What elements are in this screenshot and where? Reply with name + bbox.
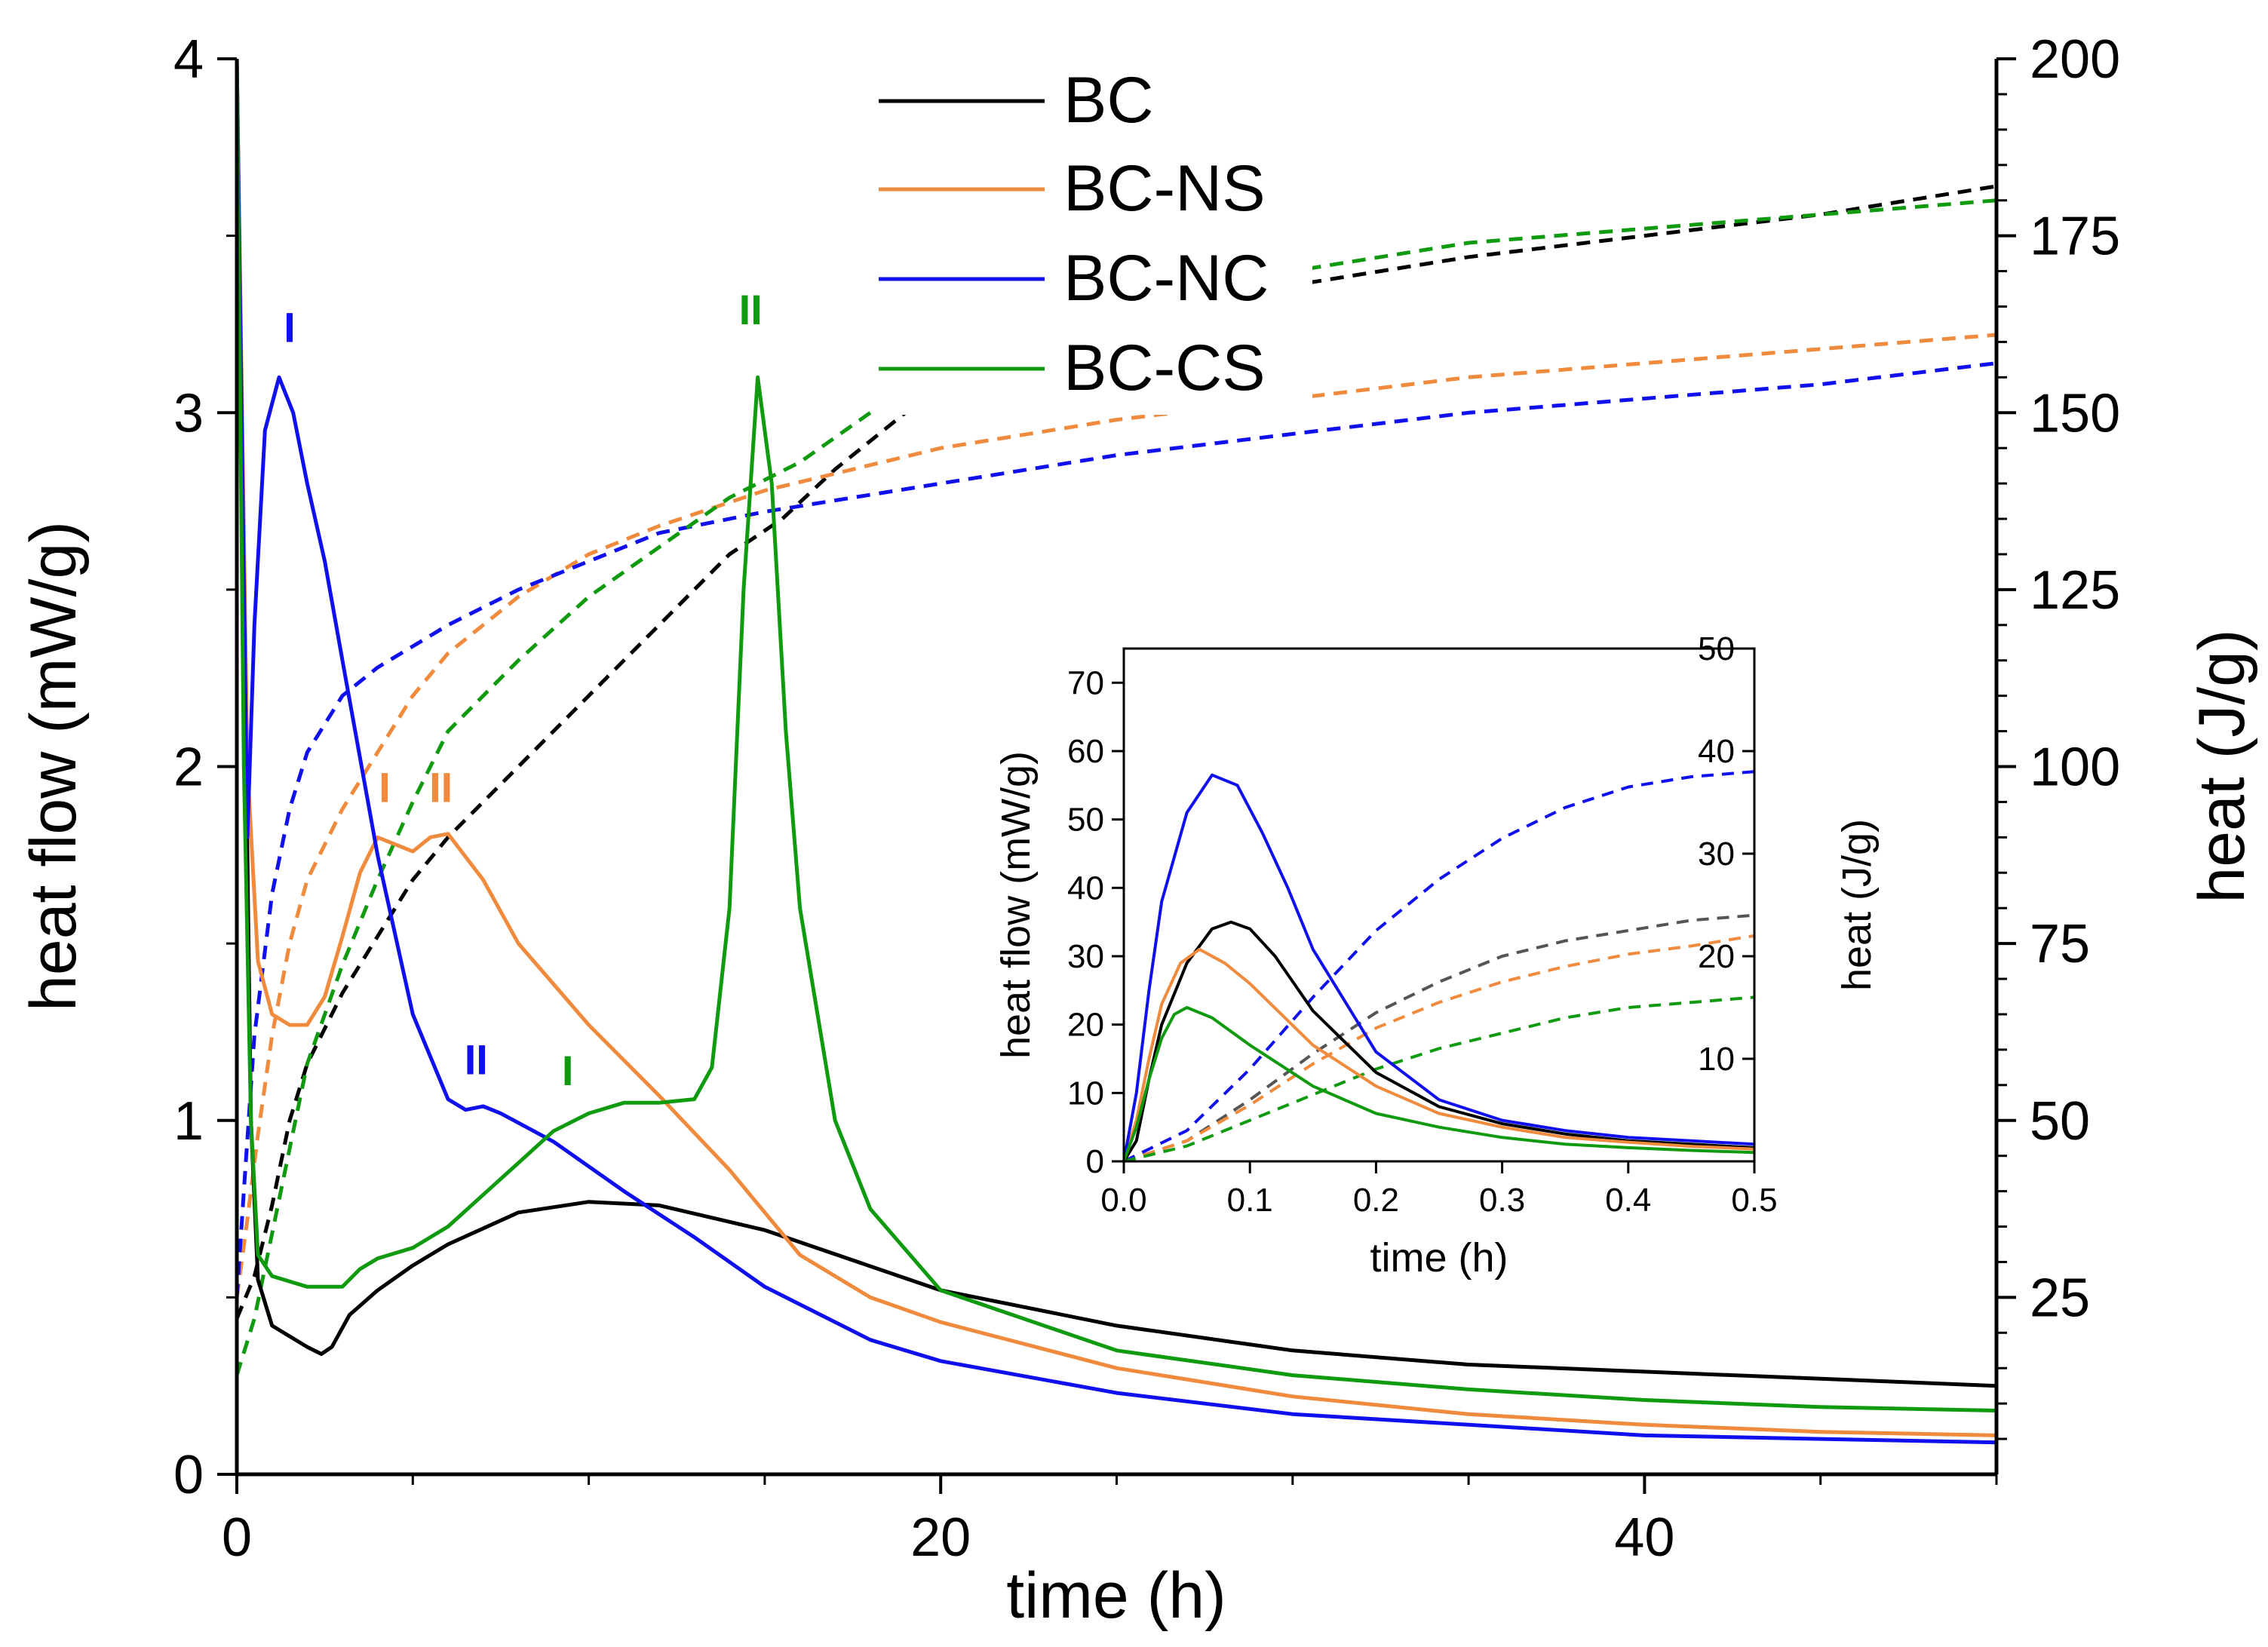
y2-tick-label: 75 — [2030, 914, 2090, 974]
inset-y-axis-title: heat flow (mW/g) — [993, 751, 1039, 1059]
inset-series-line-bc-nc-heat-flow — [1122, 773, 1755, 1162]
inset-y2-tick-label: 20 — [1698, 938, 1735, 975]
inset-y2-tick-label: 40 — [1698, 733, 1735, 770]
inset-heat-series — [1123, 770, 1755, 1163]
inset-x-tick-label: 0.0 — [1100, 1182, 1146, 1219]
peak-label-bc-ns: II — [429, 763, 453, 811]
y-tick-label: 1 — [173, 1091, 204, 1152]
inset-x-tick-label: 0.2 — [1353, 1182, 1399, 1219]
x-tick-label: 40 — [1614, 1507, 1674, 1568]
series-line-bc-heat-flow — [235, 58, 1997, 1388]
inset-y-tick-label: 0 — [1086, 1143, 1104, 1180]
inset-y2-tick-label: 30 — [1698, 836, 1735, 873]
inset-y-tick-label: 50 — [1067, 802, 1104, 839]
inset-series-line-bc-nc-heat — [1123, 770, 1755, 1163]
x-axis-title: time (h) — [1006, 1560, 1226, 1632]
y2-tick-label: 25 — [2030, 1268, 2090, 1328]
inset-y-tick-label: 30 — [1067, 938, 1104, 975]
series-line-bc-nc-heat — [235, 361, 1997, 1298]
y2-tick-label: 200 — [2030, 29, 2120, 90]
inset-y2-axis-title: heat (J/g) — [1834, 819, 1880, 991]
inset-y-tick-label: 70 — [1067, 664, 1104, 701]
inset-frame — [1122, 647, 1756, 1163]
inset-x-tick-label: 0.5 — [1731, 1182, 1777, 1219]
y2-tick-label: 175 — [2030, 207, 2120, 267]
legend-label-bc: BC — [1063, 64, 1153, 136]
series-line-bc-ns-heat — [235, 333, 1997, 1298]
inset-heat-flow-series — [1122, 773, 1755, 1163]
y2-axis-title: heat (J/g) — [2186, 629, 2258, 903]
x-tick-label: 20 — [910, 1507, 971, 1568]
y-tick-label: 4 — [173, 29, 204, 90]
main-heat-flow-series — [235, 58, 1997, 1445]
peak-label-bc-nc: II — [465, 1036, 488, 1084]
inset-x-tick-label: 0.4 — [1605, 1182, 1651, 1219]
peak-label-bc-nc: I — [284, 303, 296, 351]
series-line-bc-nc-heat-flow — [235, 58, 1997, 1445]
peak-label-bc-cs: II — [739, 286, 763, 333]
legend-label-bc-nc: BC-NC — [1063, 242, 1269, 314]
inset-y-tick-label: 60 — [1067, 733, 1104, 770]
inset-x-tick-label: 0.3 — [1479, 1182, 1525, 1219]
inset-ticks: 0.0 0.1 0.2 0.3 0.4 0.5 0 10 20 30 40 50 60 70 10 20 30 4… — [1067, 630, 1778, 1219]
inset-x-axis-title: time (h) — [1370, 1235, 1508, 1280]
y2-tick-label: 50 — [2030, 1091, 2090, 1152]
y2-tick-label: 125 — [2030, 560, 2120, 621]
x-tick-label: 0 — [222, 1507, 252, 1568]
inset-y-tick-label: 10 — [1067, 1075, 1104, 1112]
inset-background — [1124, 649, 1754, 1161]
y-tick-label: 3 — [173, 383, 204, 443]
inset-series-line-bc-ns-heat-flow — [1122, 947, 1755, 1162]
peak-label-bc-ns: I — [379, 763, 391, 811]
series-line-bc-cs-heat-flow — [235, 58, 1997, 1412]
inset-x-tick-label: 0.1 — [1227, 1182, 1273, 1219]
y-axis-title: heat flow (mW/g) — [17, 521, 90, 1011]
legend-label-bc-cs: BC-CS — [1063, 332, 1266, 404]
series-line-bc-cs-heat — [235, 198, 1997, 1376]
y-tick-label: 2 — [173, 738, 204, 798]
legend: BC BC-NS BC-NC BC-CS — [875, 45, 1312, 415]
y2-tick-label: 100 — [2030, 738, 2120, 798]
peak-label-bc-cs: I — [562, 1047, 574, 1094]
main-heat-series — [235, 184, 1997, 1376]
inset-series-line-bc-heat-flow — [1122, 920, 1755, 1163]
inset-series-line-bc-ns-heat — [1123, 934, 1755, 1163]
inset-series-line-bc-cs-heat-flow — [1122, 1006, 1755, 1162]
inset-y-tick-label: 20 — [1067, 1007, 1104, 1044]
series-line-bc-ns-heat-flow — [235, 58, 1997, 1437]
y2-tick-label: 150 — [2030, 383, 2120, 443]
inset-chart: 0.0 0.1 0.2 0.3 0.4 0.5 0 10 20 30 40 50 60 70 10 20 30 4… — [993, 630, 1880, 1280]
y-tick-label: 0 — [173, 1445, 204, 1505]
inset-y2-tick-label: 10 — [1698, 1041, 1735, 1078]
inset-y-tick-label: 40 — [1067, 870, 1104, 906]
legend-background — [875, 45, 1312, 415]
inset-y2-tick-label: 50 — [1698, 630, 1735, 667]
inset-series-line-bc-cs-heat — [1123, 995, 1755, 1163]
legend-label-bc-ns: BC-NS — [1063, 152, 1266, 225]
